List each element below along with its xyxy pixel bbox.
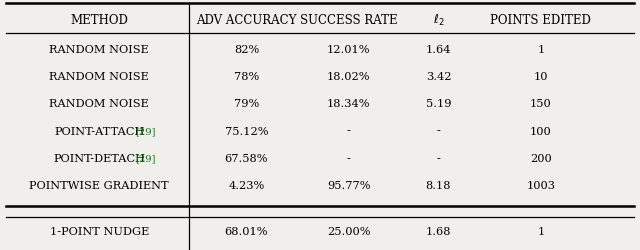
Text: 150: 150 [530, 99, 552, 109]
Text: -: - [347, 126, 351, 136]
Text: [29]: [29] [135, 126, 156, 136]
Text: 18.02%: 18.02% [327, 72, 371, 82]
Text: 25.00%: 25.00% [327, 226, 371, 236]
Text: 1.64: 1.64 [426, 45, 451, 55]
Text: 18.34%: 18.34% [327, 99, 371, 109]
Text: -: - [347, 153, 351, 163]
Text: SUCCESS RATE: SUCCESS RATE [300, 14, 397, 26]
Text: 68.01%: 68.01% [225, 226, 268, 236]
Text: POINTWISE GRADIENT: POINTWISE GRADIENT [29, 180, 169, 190]
Text: RANDOM NOISE: RANDOM NOISE [49, 99, 149, 109]
Text: $\ell_2$: $\ell_2$ [433, 12, 444, 28]
Text: 1: 1 [537, 45, 545, 55]
Text: 200: 200 [530, 153, 552, 163]
Text: 95.77%: 95.77% [327, 180, 371, 190]
Text: ADV ACCURACY: ADV ACCURACY [196, 14, 297, 26]
Text: 10: 10 [534, 72, 548, 82]
Text: METHOD: METHOD [70, 14, 128, 26]
Text: 3.42: 3.42 [426, 72, 451, 82]
Text: 1.68: 1.68 [426, 226, 451, 236]
Text: RANDOM NOISE: RANDOM NOISE [49, 45, 149, 55]
Text: 67.58%: 67.58% [225, 153, 268, 163]
Text: POINTS EDITED: POINTS EDITED [490, 14, 591, 26]
Text: 79%: 79% [234, 99, 259, 109]
Text: 1003: 1003 [526, 180, 556, 190]
Text: 100: 100 [530, 126, 552, 136]
Text: 4.23%: 4.23% [228, 180, 264, 190]
Text: -: - [436, 126, 440, 136]
Text: 78%: 78% [234, 72, 259, 82]
Text: POINT-DETACH: POINT-DETACH [53, 153, 145, 163]
Text: RANDOM NOISE: RANDOM NOISE [49, 72, 149, 82]
Text: 1: 1 [537, 226, 545, 236]
Text: 82%: 82% [234, 45, 259, 55]
Text: 1-POINT NUDGE: 1-POINT NUDGE [49, 226, 149, 236]
Text: -: - [436, 153, 440, 163]
Text: POINT-ATTACH: POINT-ATTACH [54, 126, 145, 136]
Text: 12.01%: 12.01% [327, 45, 371, 55]
Text: [29]: [29] [135, 154, 156, 162]
Text: 75.12%: 75.12% [225, 126, 268, 136]
Text: 8.18: 8.18 [426, 180, 451, 190]
Text: 5.19: 5.19 [426, 99, 451, 109]
